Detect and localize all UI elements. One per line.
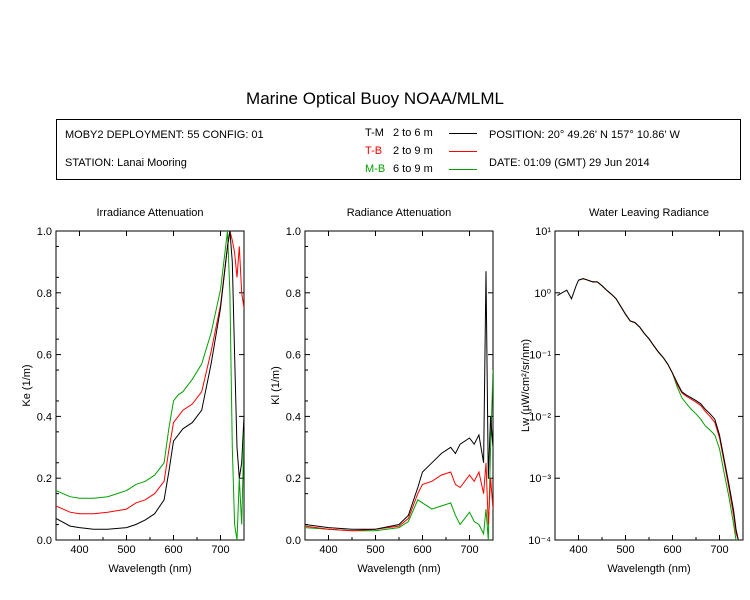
deployment-info-box: MOBY2 DEPLOYMENT: 55 CONFIG: 01 STATION:…	[56, 119, 741, 180]
legend-range-t-b: 2 to 9 m	[393, 145, 433, 157]
y-tick-label-0-3: 0.6	[37, 350, 52, 362]
series-line-1-t-m	[305, 271, 493, 530]
legend-range-t-m: 2 to 6 m	[393, 127, 433, 139]
chart-title-1: Radiance Attenuation	[347, 207, 452, 219]
legend-label-t-b: T-B	[365, 145, 383, 157]
y-tick-label-1-5: 1.0	[286, 226, 301, 238]
y-tick-label-0-1: 0.2	[37, 473, 52, 485]
y-axis-label-0: Ke (1/m)	[21, 364, 33, 406]
series-line-1-m-b	[305, 369, 493, 540]
plot-frame-2	[554, 230, 744, 541]
series-line-0-t-b	[56, 231, 244, 515]
date-text: DATE: 01:09 (GMT) 29 Jun 2014	[489, 157, 650, 169]
x-tick-label-1-0: 400	[319, 544, 337, 556]
legend-line-t-m	[449, 133, 477, 134]
y-tick-label-1-1: 0.2	[286, 473, 301, 485]
position-text: POSITION: 20° 49.26' N 157° 10.86' W	[489, 129, 680, 141]
series-line-0-t-m	[56, 231, 244, 530]
x-tick-label-2-1: 500	[616, 544, 634, 556]
legend-line-m-b	[449, 169, 477, 170]
series-line-1-t-b	[305, 462, 493, 532]
x-tick-label-0-1: 500	[117, 544, 135, 556]
series-line-0-m-b	[56, 231, 244, 540]
x-tick-label-1-3: 700	[460, 544, 478, 556]
plot-frame-0	[55, 230, 245, 541]
legend-line-t-b	[449, 151, 477, 152]
legend-range-m-b: 6 to 9 m	[393, 163, 433, 175]
x-tick-label-2-2: 600	[663, 544, 681, 556]
x-tick-label-2-0: 400	[569, 544, 587, 556]
page-title: Marine Optical Buoy NOAA/MLML	[246, 89, 504, 108]
y-tick-label-2-0: 10⁻⁴	[528, 535, 551, 547]
x-axis-label-1: Wavelength (nm)	[357, 563, 440, 575]
x-tick-label-0-3: 700	[211, 544, 229, 556]
x-tick-label-0-2: 600	[164, 544, 182, 556]
y-tick-label-1-2: 0.4	[286, 411, 301, 423]
y-tick-label-1-4: 0.8	[286, 288, 301, 300]
series-line-2-m-b	[578, 278, 739, 540]
x-tick-label-1-2: 600	[413, 544, 431, 556]
y-tick-label-2-2: 10⁻²	[529, 411, 551, 423]
y-tick-label-2-1: 10⁻³	[529, 473, 551, 485]
x-axis-label-2: Wavelength (nm)	[607, 563, 690, 575]
y-tick-label-1-3: 0.6	[286, 350, 301, 362]
y-tick-label-0-2: 0.4	[37, 411, 52, 423]
plot-frame-1	[304, 230, 494, 541]
deployment-text: MOBY2 DEPLOYMENT: 55 CONFIG: 01	[65, 129, 264, 141]
y-tick-label-2-3: 10⁻¹	[529, 350, 551, 362]
station-text: STATION: Lanai Mooring	[65, 157, 187, 169]
y-axis-label-1: Kl (1/m)	[270, 366, 282, 405]
y-tick-label-0-4: 0.8	[37, 288, 52, 300]
y-axis-label-2: Lw (µW/cm²/sr/nm)	[520, 339, 532, 432]
series-line-2-t-m	[557, 278, 739, 540]
y-tick-label-2-5: 10¹	[535, 226, 551, 238]
x-tick-label-0-0: 400	[70, 544, 88, 556]
y-tick-label-0-5: 1.0	[37, 226, 52, 238]
y-tick-label-2-4: 10⁰	[534, 288, 551, 300]
x-axis-label-0: Wavelength (nm)	[108, 563, 191, 575]
series-line-2-t-b	[578, 278, 739, 540]
x-tick-label-1-1: 500	[366, 544, 384, 556]
legend-label-t-m: T-M	[365, 127, 384, 139]
chart-title-0: Irradiance Attenuation	[96, 207, 203, 219]
x-tick-label-2-3: 700	[710, 544, 728, 556]
y-tick-label-1-0: 0.0	[286, 535, 301, 547]
legend-label-m-b: M-B	[365, 163, 386, 175]
chart-title-2: Water Leaving Radiance	[589, 207, 709, 219]
y-tick-label-0-0: 0.0	[37, 535, 52, 547]
